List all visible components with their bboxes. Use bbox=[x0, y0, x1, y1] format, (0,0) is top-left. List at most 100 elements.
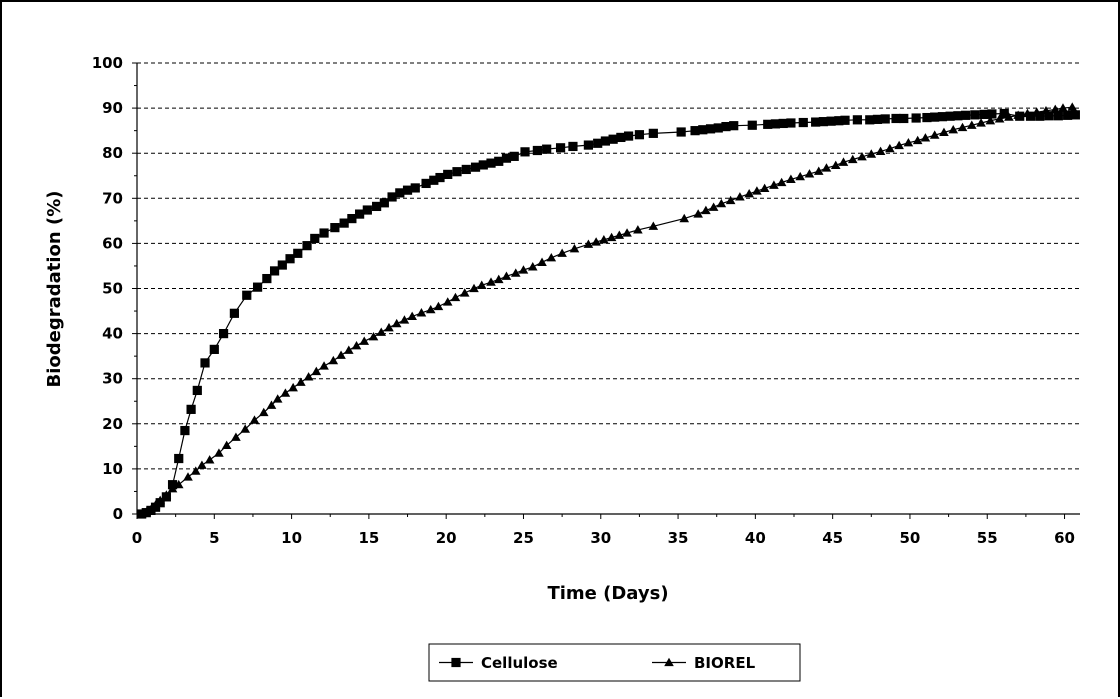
data-point-cellulose-14 bbox=[229, 308, 239, 318]
data-point-cellulose-98 bbox=[1035, 111, 1045, 121]
data-point-biorel-38 bbox=[425, 304, 436, 314]
data-point-biorel-59 bbox=[614, 230, 625, 239]
data-point-cellulose-75 bbox=[818, 117, 828, 127]
y-tick-label-60: 60 bbox=[102, 234, 123, 252]
data-point-biorel-30 bbox=[359, 336, 370, 345]
data-point-biorel-27 bbox=[336, 350, 346, 359]
data-point-biorel-82 bbox=[847, 154, 858, 164]
series-biorel bbox=[136, 102, 1078, 518]
data-point-cellulose-34 bbox=[402, 185, 413, 195]
ticks: 0 10 20 30 40 50 60 70 80 90 100 0 5 10 15 20 25 30 35 40 45… bbox=[92, 54, 1075, 547]
data-point-biorel-21 bbox=[288, 382, 298, 392]
data-point-biorel-105 bbox=[1058, 103, 1068, 112]
gridlines bbox=[137, 62, 1080, 470]
data-point-biorel-12 bbox=[214, 448, 224, 457]
data-point-cellulose-78 bbox=[840, 115, 850, 125]
data-point-cellulose-61 bbox=[676, 127, 686, 137]
data-point-cellulose-24 bbox=[319, 228, 329, 238]
data-point-biorel-11 bbox=[204, 455, 215, 464]
x-tick-label-20: 20 bbox=[436, 529, 457, 547]
data-point-cellulose-100 bbox=[1053, 111, 1063, 121]
data-point-cellulose-94 bbox=[987, 109, 997, 119]
data-point-biorel-62 bbox=[648, 221, 659, 230]
data-point-cellulose-59 bbox=[634, 130, 645, 140]
x-tick-label-35: 35 bbox=[668, 529, 689, 547]
data-point-cellulose-101 bbox=[1063, 110, 1073, 120]
data-point-biorel-17 bbox=[258, 407, 269, 417]
legend: Cellulose BIOREL bbox=[428, 643, 801, 682]
x-tick-label-40: 40 bbox=[745, 529, 766, 547]
data-point-cellulose-82 bbox=[880, 114, 890, 124]
x-tick-label-45: 45 bbox=[822, 529, 843, 547]
legend-item-biorel: BIOREL bbox=[652, 654, 756, 672]
data-point-biorel-86 bbox=[885, 143, 895, 153]
y-tick-label-50: 50 bbox=[102, 280, 123, 298]
data-point-cellulose-79 bbox=[852, 115, 862, 125]
data-point-cellulose-25 bbox=[330, 223, 340, 233]
legend-marker-biorel bbox=[664, 657, 674, 667]
data-point-cellulose-62 bbox=[690, 126, 700, 136]
data-point-biorel-32 bbox=[376, 327, 387, 336]
data-point-biorel-94 bbox=[957, 122, 968, 132]
data-point-biorel-65 bbox=[701, 205, 711, 215]
data-point-biorel-15 bbox=[240, 424, 251, 433]
data-point-biorel-71 bbox=[752, 186, 762, 195]
data-point-cellulose-55 bbox=[600, 136, 611, 146]
data-point-biorel-35 bbox=[399, 315, 410, 324]
y-tick-label-40: 40 bbox=[102, 325, 123, 343]
data-point-cellulose-77 bbox=[834, 116, 844, 126]
y-tick-label-80: 80 bbox=[102, 144, 123, 162]
data-point-cellulose-23 bbox=[310, 233, 320, 244]
data-point-cellulose-28 bbox=[355, 209, 365, 219]
data-point-cellulose-56 bbox=[608, 134, 618, 144]
data-point-cellulose-86 bbox=[922, 112, 932, 123]
data-point-biorel-3 bbox=[150, 500, 161, 509]
data-point-biorel-91 bbox=[929, 130, 940, 139]
data-point-cellulose-18 bbox=[269, 266, 280, 276]
x-tick-label-15: 15 bbox=[358, 529, 379, 547]
data-point-cellulose-7 bbox=[174, 453, 184, 464]
data-point-cellulose-8 bbox=[180, 425, 190, 436]
data-point-cellulose-80 bbox=[865, 115, 875, 125]
data-point-cellulose-66 bbox=[721, 121, 731, 132]
data-point-biorel-90 bbox=[920, 133, 931, 142]
data-point-biorel-46 bbox=[493, 274, 504, 284]
data-point-biorel-100 bbox=[1013, 110, 1023, 119]
data-point-biorel-53 bbox=[557, 248, 567, 257]
x-tick-label-55: 55 bbox=[977, 529, 998, 547]
series-line-cellulose bbox=[141, 112, 1076, 515]
data-point-cellulose-90 bbox=[953, 111, 963, 121]
data-point-biorel-89 bbox=[912, 135, 923, 145]
data-point-biorel-36 bbox=[407, 311, 417, 321]
y-tick-label-10: 10 bbox=[102, 460, 123, 478]
data-point-biorel-14 bbox=[231, 432, 241, 441]
data-point-biorel-61 bbox=[633, 225, 643, 234]
data-point-biorel-72 bbox=[759, 183, 770, 192]
data-point-biorel-98 bbox=[994, 114, 1005, 123]
data-point-cellulose-67 bbox=[729, 121, 739, 131]
data-point-biorel-43 bbox=[469, 283, 479, 293]
data-point-biorel-103 bbox=[1041, 106, 1051, 115]
legend-marker-cellulose bbox=[451, 657, 461, 668]
legend-box bbox=[428, 643, 801, 682]
data-point-biorel-45 bbox=[486, 277, 496, 286]
data-point-cellulose-10 bbox=[192, 385, 202, 396]
data-point-biorel-22 bbox=[296, 377, 306, 386]
data-point-cellulose-16 bbox=[252, 282, 263, 292]
data-point-biorel-75 bbox=[786, 174, 796, 183]
data-point-cellulose-53 bbox=[583, 140, 594, 150]
y-tick-label-30: 30 bbox=[102, 370, 123, 388]
data-point-cellulose-12 bbox=[209, 344, 219, 354]
data-point-biorel-69 bbox=[735, 192, 745, 201]
data-point-biorel-7 bbox=[173, 479, 184, 489]
data-point-cellulose-73 bbox=[798, 117, 808, 128]
data-point-cellulose-74 bbox=[811, 117, 821, 127]
data-point-biorel-48 bbox=[510, 268, 521, 277]
data-point-biorel-104 bbox=[1050, 104, 1061, 114]
data-point-biorel-77 bbox=[804, 169, 815, 178]
data-point-biorel-88 bbox=[903, 138, 914, 147]
data-point-cellulose-88 bbox=[937, 112, 948, 122]
data-point-cellulose-89 bbox=[945, 111, 955, 121]
